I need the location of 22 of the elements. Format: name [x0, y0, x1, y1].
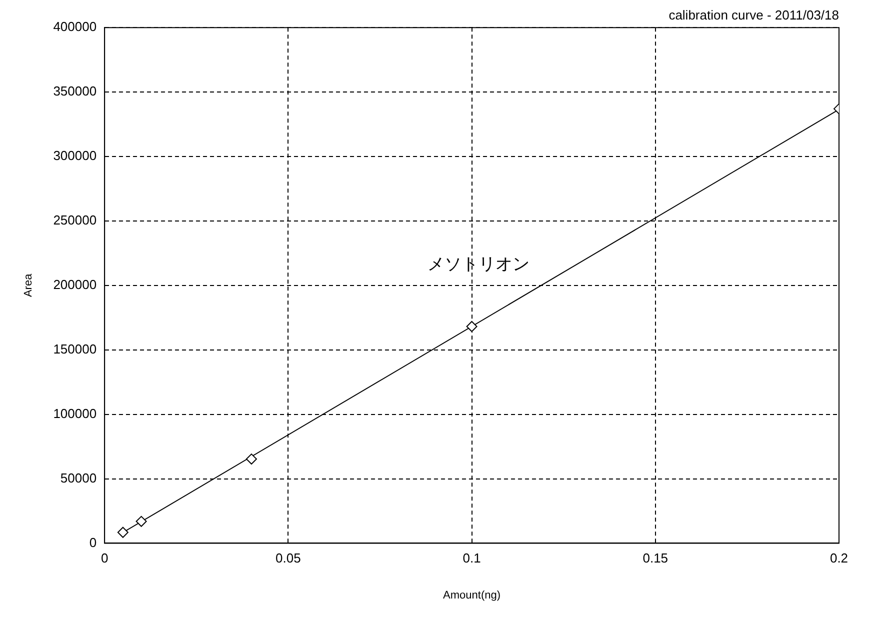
y-tick-label: 200000 [53, 276, 97, 292]
chart-title: calibration curve - 2011/03/18 [668, 7, 839, 22]
y-tick-label: 50000 [60, 470, 97, 486]
y-tick-label: 400000 [53, 19, 97, 34]
x-tick-label: 0.15 [642, 550, 668, 566]
y-tick-label: 250000 [53, 212, 97, 228]
y-tick-label: 100000 [53, 406, 97, 421]
x-tick-label: 0.2 [830, 550, 848, 566]
point [246, 454, 257, 465]
x-tick-label: 0.1 [462, 550, 481, 566]
x-tick-label: 0 [100, 550, 108, 566]
y-axis-title: Area [22, 272, 35, 298]
y-tick-label: 350000 [53, 84, 97, 99]
point [117, 526, 128, 538]
y-tick-label: 300000 [53, 148, 97, 164]
y-tick-label: 150000 [53, 341, 97, 356]
point [136, 516, 147, 527]
x-axis-title: Amount(ng) [443, 589, 501, 602]
annotation: メソトリオン [428, 254, 530, 274]
x-tick-label: 0.05 [276, 550, 301, 566]
y-tick-label: 0 [89, 534, 97, 550]
point [466, 321, 478, 332]
